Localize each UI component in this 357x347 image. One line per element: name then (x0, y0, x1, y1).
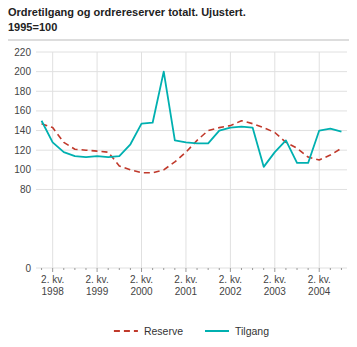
series-line (42, 121, 342, 173)
separator (8, 40, 349, 41)
y-grid-line (36, 71, 347, 72)
x-grid-line (52, 52, 53, 268)
y-tick-label: 80 (20, 184, 32, 195)
x-tick (185, 268, 186, 272)
x-minor-tick (341, 268, 342, 270)
y-grid-line (36, 110, 347, 111)
x-grid-line (97, 52, 98, 268)
x-tick-label: 2. kv.2001 (174, 274, 197, 297)
plot-area (42, 72, 342, 173)
y-grid-line (36, 189, 347, 190)
axes: 0 80 100 120 140 160 180 200 220 2. kv.1998 2. kv.… (14, 47, 341, 298)
y-grid-line (36, 169, 347, 170)
x-minor-tick (108, 268, 109, 270)
title: Ordretilgang og ordrereserver totalt. Uj… (8, 6, 246, 18)
y-tick-label: 180 (14, 86, 31, 97)
x-tick-label: 2. kv.2004 (308, 274, 331, 297)
legend-swatch (205, 330, 229, 332)
x-tick (274, 268, 275, 272)
x-grid-line (230, 52, 231, 268)
x-tick-label: 2. kv.2000 (130, 274, 153, 297)
legend: Reserve Tilgang (114, 325, 269, 337)
x-minor-tick (130, 268, 131, 270)
x-tick-label: 2. kv.2003 (263, 274, 286, 297)
x-minor-tick (252, 268, 253, 270)
y-grid-line (36, 268, 347, 269)
x-minor-tick (63, 268, 64, 270)
x-minor-tick (297, 268, 298, 270)
legend-swatch (114, 330, 138, 332)
x-minor-tick (41, 268, 42, 270)
y-tick-label: 120 (14, 145, 31, 156)
legend-label: Reserve (144, 325, 183, 337)
x-grid-line (274, 52, 275, 268)
chart: Ordretilgang og ordrereserver totalt. Uj… (0, 0, 357, 347)
x-minor-tick (74, 268, 75, 270)
x-tick (319, 268, 320, 272)
x-minor-tick (152, 268, 153, 270)
x-minor-tick (119, 268, 120, 270)
x-tick (230, 268, 231, 272)
legend-item: Reserve (114, 325, 183, 337)
x-tick (141, 268, 142, 272)
y-grid-line (36, 52, 347, 53)
y-tick-label: 140 (14, 125, 31, 136)
y-tick-label: 220 (14, 47, 31, 58)
legend-item: Tilgang (205, 325, 269, 337)
x-minor-tick (263, 268, 264, 270)
series-line (42, 72, 342, 167)
x-grid-line (185, 52, 186, 268)
x-minor-tick (219, 268, 220, 270)
y-grid-line (36, 130, 347, 131)
x-tick-label: 2. kv.2002 (219, 274, 242, 297)
x-minor-tick (285, 268, 286, 270)
x-minor-tick (197, 268, 198, 270)
x-tick-label: 2. kv.1999 (86, 274, 109, 297)
y-grid-line (36, 91, 347, 92)
x-minor-tick (174, 268, 175, 270)
x-tick (52, 268, 53, 272)
x-minor-tick (241, 268, 242, 270)
legend-label: Tilgang (235, 325, 269, 337)
subtitle: 1995=100 (8, 21, 57, 33)
y-tick-label: 160 (14, 105, 31, 116)
x-minor-tick (308, 268, 309, 270)
y-tick-label: 100 (14, 164, 31, 175)
y-tick-label: 200 (14, 66, 31, 77)
x-minor-tick (85, 268, 86, 270)
x-minor-tick (208, 268, 209, 270)
x-minor-tick (163, 268, 164, 270)
x-tick (97, 268, 98, 272)
grid (36, 52, 347, 268)
y-tick-label: 0 (25, 263, 31, 274)
x-grid-line (141, 52, 142, 268)
x-tick-label: 2. kv.1998 (41, 274, 64, 297)
x-minor-tick (330, 268, 331, 270)
